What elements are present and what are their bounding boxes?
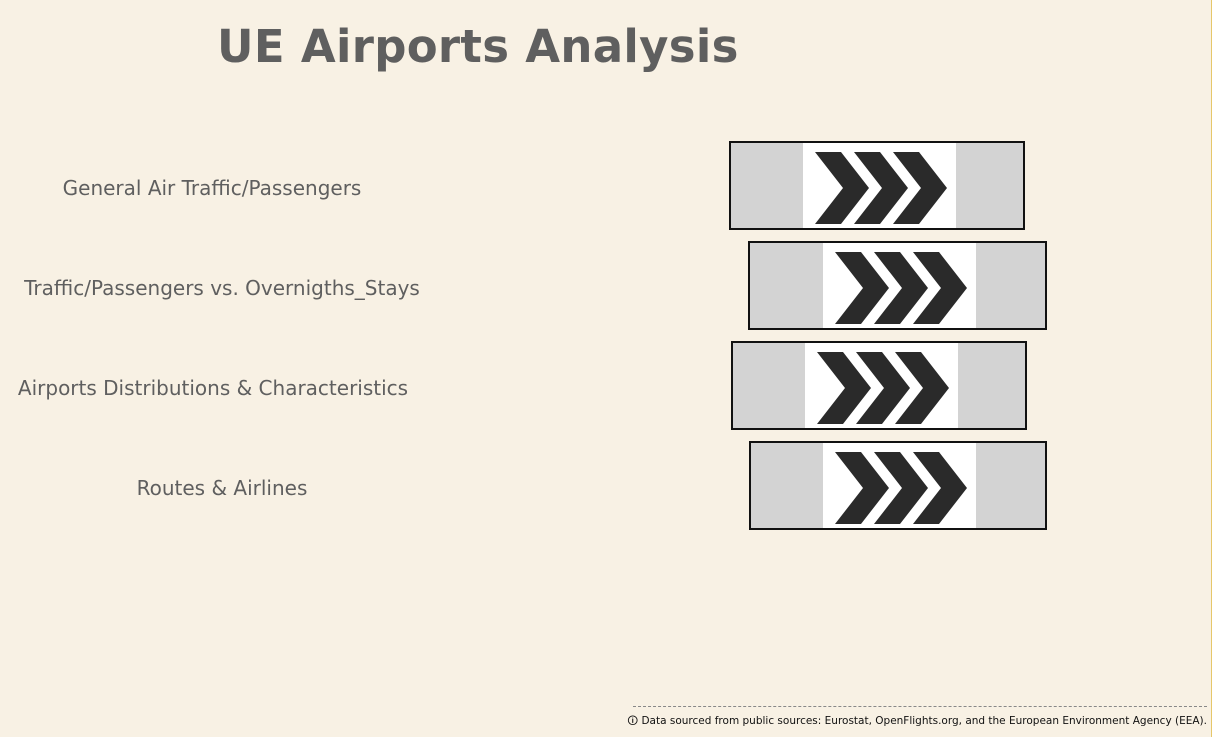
nav-label-general-air-traffic: General Air Traffic/Passengers: [62, 176, 362, 200]
triple-chevron-right-icon: [815, 152, 947, 224]
go-routes-airlines-button[interactable]: [749, 441, 1047, 530]
go-general-air-traffic-button[interactable]: [729, 141, 1025, 230]
page-title: UE Airports Analysis: [217, 20, 739, 73]
go-airports-distributions-button[interactable]: [731, 341, 1027, 430]
go-traffic-vs-stays-button[interactable]: [748, 241, 1047, 330]
nav-label-traffic-vs-stays: Traffic/Passengers vs. Overnigths_Stays: [24, 276, 420, 300]
nav-label-airports-distributions: Airports Distributions & Characteristics: [17, 376, 409, 400]
triple-chevron-right-icon: [835, 252, 967, 324]
triple-chevron-right-icon: [835, 452, 967, 524]
triple-chevron-right-icon: [817, 352, 949, 424]
footer-divider: [633, 706, 1207, 707]
nav-label-routes-airlines: Routes & Airlines: [136, 476, 308, 500]
data-source-note: 🛈 Data sourced from public sources: Euro…: [627, 715, 1207, 727]
